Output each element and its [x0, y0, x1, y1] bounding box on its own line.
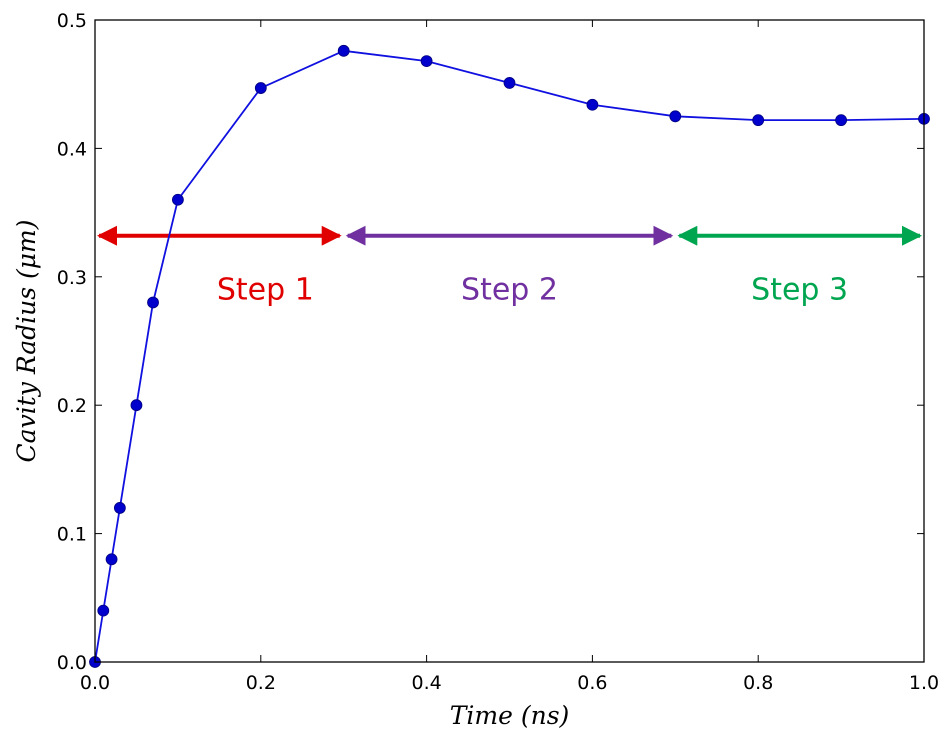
x-tick-label: 0.4 — [411, 672, 441, 694]
data-point — [503, 77, 516, 89]
y-tick-label: 0.0 — [57, 652, 87, 674]
data-point — [113, 502, 126, 514]
step-annotations: Step 1 Step 2 Step 3 — [97, 225, 922, 308]
y-tick-label: 0.4 — [57, 138, 87, 160]
x-tick-label: 1.0 — [909, 672, 939, 694]
data-point — [147, 296, 159, 309]
step-2-label: Step 2 — [461, 273, 558, 308]
x-tick-label: 0.8 — [743, 672, 773, 694]
x-tick-label: 0.6 — [577, 672, 607, 694]
data-point — [752, 114, 765, 127]
y-tick-label: 0.3 — [57, 267, 87, 289]
y-tick-label: 0.5 — [57, 10, 87, 32]
data-point — [97, 604, 110, 617]
x-tick-label: 0.0 — [80, 672, 110, 694]
data-point — [130, 399, 143, 412]
plot-frame — [94, 19, 925, 663]
step-3-label: Step 3 — [751, 273, 848, 308]
data-point — [337, 44, 350, 57]
data-point — [669, 110, 682, 123]
data-point — [171, 193, 184, 206]
y-tick-label: 0.2 — [57, 395, 87, 417]
data-point — [105, 553, 118, 566]
y-tick-label: 0.1 — [57, 524, 87, 546]
series-line — [94, 49, 925, 663]
data-point — [586, 98, 599, 111]
data-point — [254, 82, 267, 94]
data-series — [89, 44, 930, 668]
x-tick-label: 0.2 — [246, 672, 276, 694]
step-1-label: Step 1 — [217, 273, 314, 308]
x-axis-label: Time (ns) — [450, 701, 570, 730]
axis-ticks — [94, 19, 925, 663]
y-axis-label: Cavity Radius (μm) — [12, 220, 41, 463]
data-point — [420, 55, 433, 67]
data-point — [835, 114, 847, 127]
tick-labels: 0.0 0.2 0.4 0.6 0.8 1.0 0.0 0.1 0.2 0.3 0.4 0.5 — [57, 10, 939, 694]
